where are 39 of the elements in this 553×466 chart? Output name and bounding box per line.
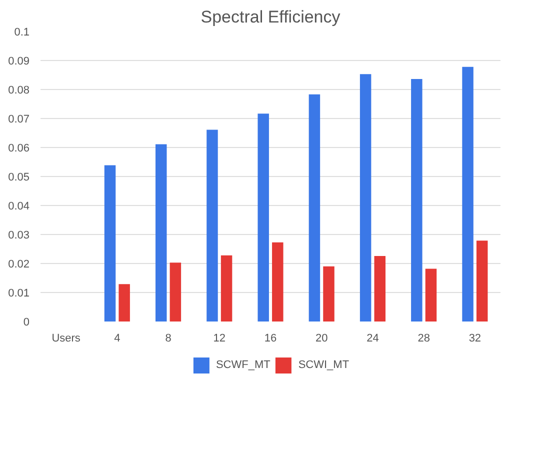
bar (206, 130, 218, 322)
legend-label: SCWF_MT (216, 359, 270, 371)
bar (272, 242, 284, 322)
x-tick-label: 8 (165, 332, 172, 344)
bar (360, 74, 372, 322)
x-tick-label: 12 (213, 332, 226, 344)
legend-label: SCWI_MT (298, 359, 350, 371)
y-tick-label: 0.03 (8, 230, 30, 242)
y-tick-label: 0.08 (8, 84, 30, 96)
x-tick-label: 20 (315, 332, 328, 344)
x-tick-label: Users (52, 332, 81, 344)
x-tick-label: 4 (114, 332, 120, 344)
y-tick-label: 0.05 (8, 172, 30, 184)
bar (323, 266, 334, 322)
bar (462, 66, 474, 322)
y-tick-label: 0.02 (8, 258, 30, 270)
bar (170, 262, 182, 322)
x-tick-label: 16 (264, 332, 277, 344)
x-tick-label: 28 (418, 332, 430, 344)
y-tick-label: 0.09 (8, 56, 30, 68)
bar (308, 94, 320, 322)
y-tick-label: 0 (23, 316, 30, 328)
y-tick-label: 0.01 (8, 288, 30, 300)
bar (156, 144, 167, 322)
y-tick-label: 0.06 (8, 142, 30, 154)
bar (220, 255, 232, 322)
y-tick-label: 0.07 (8, 114, 30, 126)
bar (476, 240, 488, 322)
x-tick-label: 32 (468, 332, 482, 344)
bar (374, 256, 386, 322)
bar (104, 165, 116, 322)
bar (258, 114, 269, 322)
y-tick-label: 0.04 (8, 200, 30, 212)
bar (425, 268, 437, 322)
y-tick-label: 0.1 (14, 26, 30, 38)
bar (118, 284, 130, 322)
chart-title: Spectral Efficiency (200, 8, 341, 26)
bar (411, 79, 422, 322)
x-tick-label: 24 (366, 332, 379, 344)
